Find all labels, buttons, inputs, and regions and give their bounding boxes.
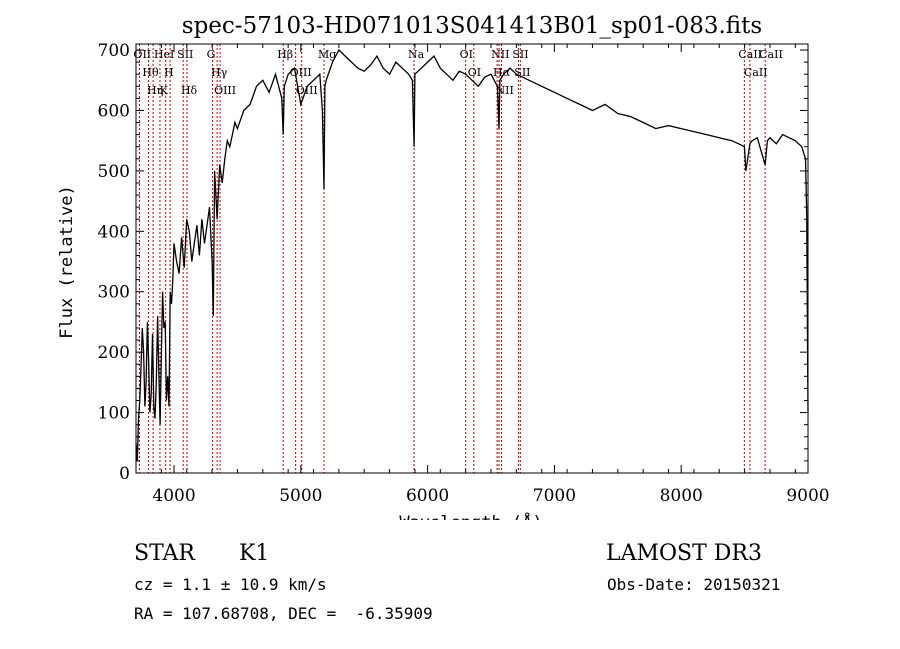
line-label: G <box>207 48 216 61</box>
y-tick-label: 500 <box>98 162 130 182</box>
line-label: Mg <box>318 48 336 61</box>
line-label: Hβ <box>277 48 293 61</box>
line-label: OIII <box>214 84 236 97</box>
line-label: H <box>164 66 174 79</box>
x-tick-label: 6000 <box>406 486 449 506</box>
line-label: Hα <box>493 66 511 79</box>
x-tick-label: 4000 <box>152 486 195 506</box>
spectrum-series-line <box>135 48 809 461</box>
plot-frame <box>135 43 809 474</box>
line-label: K <box>160 84 169 97</box>
y-tick-label: 200 <box>98 343 130 363</box>
x-axis: 4000 5000 6000 7000 8000 9000 <box>135 44 830 506</box>
line-label: SII <box>177 48 193 61</box>
survey-label: LAMOST DR3 <box>606 541 762 566</box>
line-label: OI <box>460 48 473 61</box>
line-label: SII <box>512 48 528 61</box>
x-tick-label: 7000 <box>533 486 576 506</box>
subclass-label: K1 <box>239 541 270 566</box>
class-label: STAR <box>134 541 195 566</box>
spectrum-chart: spec-57103-HD071013S041413B01_sp01-083.f… <box>57 13 830 520</box>
radec-readout: RA = 107.68708, DEC = -6.35909 <box>134 604 433 623</box>
obs-date-readout: Obs-Date: 20150321 <box>607 575 781 594</box>
line-label: CaII <box>744 66 768 79</box>
y-tick-label: 300 <box>98 283 130 303</box>
redshift-readout: cz = 1.1 ± 10.9 km/s <box>134 575 327 594</box>
line-label: OIII <box>290 66 312 79</box>
x-axis-label: Wavelength (Å) <box>399 511 542 520</box>
line-label: OIII <box>296 84 318 97</box>
line-label: Hθ <box>142 66 159 79</box>
line-label: CaII <box>759 48 783 61</box>
line-label: NII <box>491 48 509 61</box>
line-label: CaII <box>738 48 762 61</box>
y-tick-label: 0 <box>119 464 130 484</box>
spectral-line-markers <box>138 44 766 473</box>
x-tick-label: 8000 <box>660 486 703 506</box>
line-label: HeI <box>154 48 174 61</box>
y-tick-label: 400 <box>98 222 130 242</box>
line-label: Hη <box>147 84 163 97</box>
y-axis-label: Flux (relative) <box>57 185 77 339</box>
line-label: OI <box>468 66 481 79</box>
x-tick-label: 9000 <box>786 486 829 506</box>
y-tick-label: 700 <box>98 41 130 61</box>
chart-title: spec-57103-HD071013S041413B01_sp01-083.f… <box>182 13 762 39</box>
y-tick-label: 600 <box>98 101 130 121</box>
line-label: Hγ <box>211 66 228 79</box>
line-label: Na <box>408 48 425 61</box>
line-label: OII <box>133 48 151 61</box>
y-tick-label: 100 <box>98 404 130 424</box>
y-axis: 0 100 200 300 400 500 600 700 <box>98 41 808 484</box>
x-tick-label: 5000 <box>279 486 322 506</box>
line-label: Hδ <box>181 84 198 97</box>
